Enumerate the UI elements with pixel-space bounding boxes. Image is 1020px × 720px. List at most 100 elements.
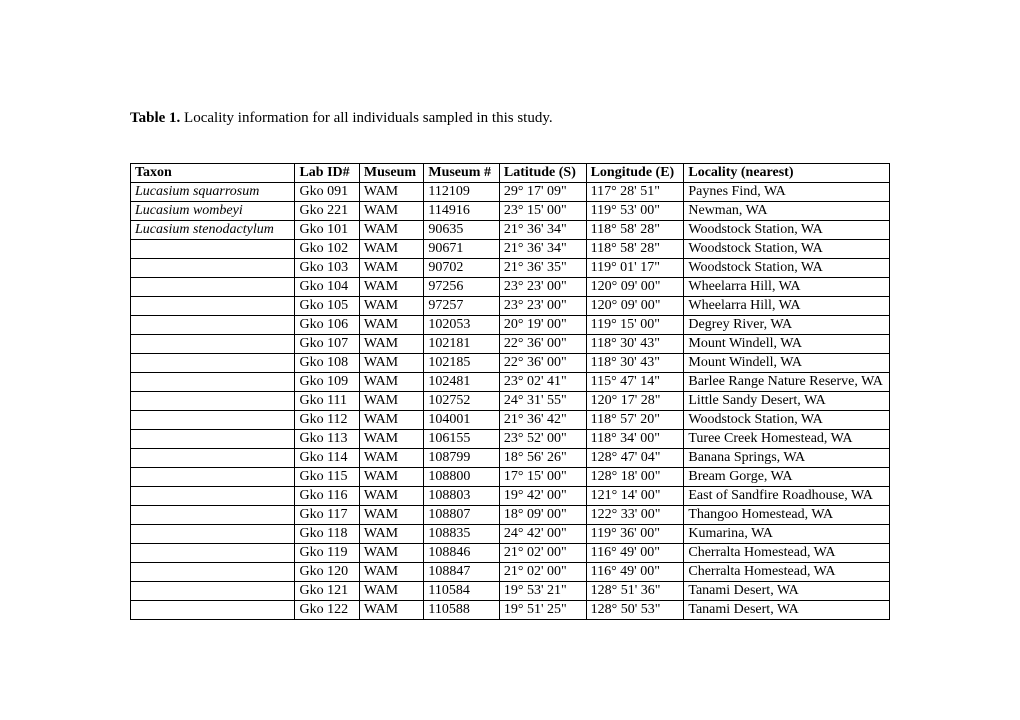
cell: 97257 xyxy=(424,297,500,316)
cell: Gko 118 xyxy=(295,525,359,544)
cell: WAM xyxy=(359,392,423,411)
cell: 19° 51' 25" xyxy=(499,601,586,620)
cell: 108835 xyxy=(424,525,500,544)
table-row: Gko 109WAM10248123° 02' 41"115° 47' 14"B… xyxy=(131,373,890,392)
cell xyxy=(131,335,295,354)
table-row: Gko 105WAM9725723° 23' 00"120° 09' 00"Wh… xyxy=(131,297,890,316)
cell: 108807 xyxy=(424,506,500,525)
cell: WAM xyxy=(359,221,423,240)
cell: Lucasium squarrosum xyxy=(131,183,295,202)
cell: 21° 36' 34" xyxy=(499,221,586,240)
caption-text: Locality information for all individuals… xyxy=(180,110,552,126)
cell: 90671 xyxy=(424,240,500,259)
cell: Gko 121 xyxy=(295,582,359,601)
table-row: Gko 113WAM10615523° 52' 00"118° 34' 00"T… xyxy=(131,430,890,449)
cell: 102481 xyxy=(424,373,500,392)
cell: 18° 56' 26" xyxy=(499,449,586,468)
cell: 21° 36' 42" xyxy=(499,411,586,430)
cell xyxy=(131,240,295,259)
cell: 102181 xyxy=(424,335,500,354)
cell: Cherralta Homestead, WA xyxy=(684,563,890,582)
cell: WAM xyxy=(359,335,423,354)
cell xyxy=(131,354,295,373)
cell: 128° 50' 53" xyxy=(586,601,684,620)
cell: Bream Gorge, WA xyxy=(684,468,890,487)
cell: Degrey River, WA xyxy=(684,316,890,335)
cell: 102752 xyxy=(424,392,500,411)
cell xyxy=(131,487,295,506)
cell: Paynes Find, WA xyxy=(684,183,890,202)
cell: WAM xyxy=(359,411,423,430)
cell: WAM xyxy=(359,563,423,582)
cell: Woodstock Station, WA xyxy=(684,411,890,430)
cell: Lucasium stenodactylum xyxy=(131,221,295,240)
cell xyxy=(131,468,295,487)
cell: WAM xyxy=(359,487,423,506)
cell: 24° 31' 55" xyxy=(499,392,586,411)
cell: 21° 36' 34" xyxy=(499,240,586,259)
cell xyxy=(131,278,295,297)
cell: Gko 103 xyxy=(295,259,359,278)
cell xyxy=(131,259,295,278)
table-row: Gko 104WAM9725623° 23' 00"120° 09' 00"Wh… xyxy=(131,278,890,297)
column-header: Museum xyxy=(359,164,423,183)
cell: 120° 17' 28" xyxy=(586,392,684,411)
cell: Turee Creek Homestead, WA xyxy=(684,430,890,449)
cell: East of Sandfire Roadhouse, WA xyxy=(684,487,890,506)
cell: WAM xyxy=(359,544,423,563)
cell: 21° 02' 00" xyxy=(499,563,586,582)
cell: 102185 xyxy=(424,354,500,373)
cell: Gko 122 xyxy=(295,601,359,620)
cell: Mount Windell, WA xyxy=(684,354,890,373)
table-row: Gko 106WAM10205320° 19' 00"119° 15' 00"D… xyxy=(131,316,890,335)
table-row: Lucasium wombeyiGko 221WAM11491623° 15' … xyxy=(131,202,890,221)
table-row: Gko 122WAM11058819° 51' 25"128° 50' 53"T… xyxy=(131,601,890,620)
table-row: Gko 108WAM10218522° 36' 00"118° 30' 43"M… xyxy=(131,354,890,373)
table-row: Gko 115WAM10880017° 15' 00"128° 18' 00"B… xyxy=(131,468,890,487)
cell: Gko 112 xyxy=(295,411,359,430)
cell: 122° 33' 00" xyxy=(586,506,684,525)
column-header: Latitude (S) xyxy=(499,164,586,183)
cell: Gko 113 xyxy=(295,430,359,449)
cell: 118° 30' 43" xyxy=(586,354,684,373)
cell: WAM xyxy=(359,468,423,487)
cell: 23° 23' 00" xyxy=(499,278,586,297)
cell: 24° 42' 00" xyxy=(499,525,586,544)
cell: WAM xyxy=(359,278,423,297)
cell xyxy=(131,430,295,449)
cell: 90635 xyxy=(424,221,500,240)
cell: Tanami Desert, WA xyxy=(684,582,890,601)
cell: Kumarina, WA xyxy=(684,525,890,544)
cell: Gko 091 xyxy=(295,183,359,202)
cell: 121° 14' 00" xyxy=(586,487,684,506)
cell: 108800 xyxy=(424,468,500,487)
cell: Gko 221 xyxy=(295,202,359,221)
cell xyxy=(131,449,295,468)
table-row: Gko 112WAM10400121° 36' 42"118° 57' 20"W… xyxy=(131,411,890,430)
cell: Gko 108 xyxy=(295,354,359,373)
cell: 118° 30' 43" xyxy=(586,335,684,354)
cell: Mount Windell, WA xyxy=(684,335,890,354)
cell: 114916 xyxy=(424,202,500,221)
cell: 18° 09' 00" xyxy=(499,506,586,525)
cell: Woodstock Station, WA xyxy=(684,221,890,240)
cell: Gko 109 xyxy=(295,373,359,392)
table-row: Gko 111WAM10275224° 31' 55"120° 17' 28"L… xyxy=(131,392,890,411)
column-header: Lab ID# xyxy=(295,164,359,183)
cell: Gko 120 xyxy=(295,563,359,582)
cell: WAM xyxy=(359,525,423,544)
table-row: Gko 118WAM10883524° 42' 00"119° 36' 00"K… xyxy=(131,525,890,544)
cell: Woodstock Station, WA xyxy=(684,240,890,259)
cell: WAM xyxy=(359,202,423,221)
cell: WAM xyxy=(359,449,423,468)
cell: Thangoo Homestead, WA xyxy=(684,506,890,525)
cell: 22° 36' 00" xyxy=(499,354,586,373)
cell: 119° 53' 00" xyxy=(586,202,684,221)
cell: WAM xyxy=(359,582,423,601)
cell: 128° 47' 04" xyxy=(586,449,684,468)
cell xyxy=(131,297,295,316)
cell: 116° 49' 00" xyxy=(586,544,684,563)
cell: Lucasium wombeyi xyxy=(131,202,295,221)
cell: WAM xyxy=(359,183,423,202)
cell: 128° 18' 00" xyxy=(586,468,684,487)
